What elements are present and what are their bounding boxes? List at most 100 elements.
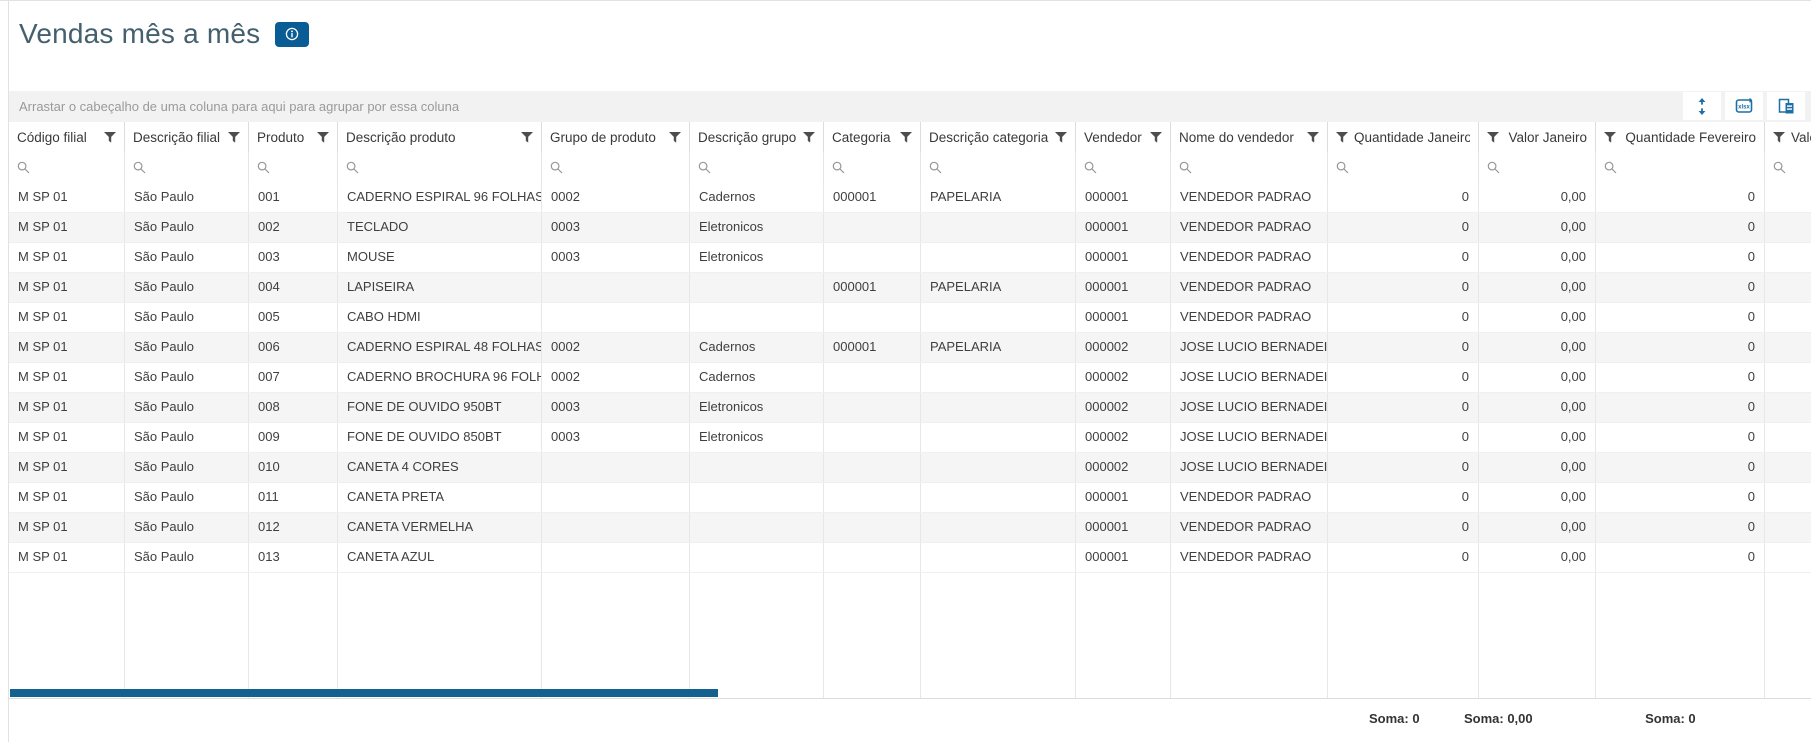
filter-cell bbox=[542, 152, 690, 183]
table-cell: 0,00 bbox=[1479, 273, 1596, 302]
column-header[interactable]: Código filial bbox=[9, 122, 125, 152]
filter-icon[interactable] bbox=[669, 131, 681, 143]
table-cell: 000002 bbox=[1076, 333, 1171, 362]
export-excel-button[interactable]: xlsx bbox=[1725, 92, 1763, 120]
table-cell: 0 bbox=[1328, 333, 1479, 362]
table-cell: 000001 bbox=[1076, 483, 1171, 512]
filter-input[interactable] bbox=[1505, 159, 1587, 176]
table-cell: Cadernos bbox=[690, 333, 824, 362]
column-header[interactable]: Produto bbox=[249, 122, 338, 152]
group-panel[interactable]: Arrastar o cabeçalho de uma coluna para … bbox=[9, 91, 1811, 122]
table-row: M SP 01 São Paulo 006 CADERNO ESPIRAL 48 FO… bbox=[9, 333, 1811, 363]
filter-icon[interactable] bbox=[1604, 131, 1616, 143]
column-header[interactable]: Valor Fevereiro bbox=[1765, 122, 1811, 152]
table-cell bbox=[1765, 363, 1811, 392]
filter-icon[interactable] bbox=[1150, 131, 1162, 143]
table-cell bbox=[824, 513, 921, 542]
table-cell: PAPELARIA bbox=[921, 273, 1076, 302]
filter-input[interactable] bbox=[1102, 159, 1162, 176]
table-cell: 000002 bbox=[1076, 393, 1171, 422]
column-header[interactable]: Descrição categoria bbox=[921, 122, 1076, 152]
table-cell: 003 bbox=[249, 243, 338, 272]
filter-input[interactable] bbox=[568, 159, 681, 176]
table-cell: M SP 01 bbox=[9, 303, 125, 332]
grid-toolbar: xlsx bbox=[1683, 92, 1805, 120]
table-cell: JOSE LUCIO BERNADEI bbox=[1171, 453, 1328, 482]
filter-icon[interactable] bbox=[521, 131, 533, 143]
table-cell: M SP 01 bbox=[9, 333, 125, 362]
column-header[interactable]: Categoria bbox=[824, 122, 921, 152]
column-header-label: Descrição grupo bbox=[698, 129, 797, 145]
table-cell: 0,00 bbox=[1479, 363, 1596, 392]
search-icon bbox=[929, 161, 942, 174]
table-row: M SP 01 São Paulo 003 MOUSE 0003 Eletronicos 0… bbox=[9, 243, 1811, 273]
table-cell bbox=[921, 423, 1076, 452]
filter-input[interactable] bbox=[364, 159, 533, 176]
table-cell bbox=[824, 483, 921, 512]
table-cell: 0,00 bbox=[1479, 513, 1596, 542]
filter-icon[interactable] bbox=[1055, 131, 1067, 143]
table-cell: 0 bbox=[1596, 453, 1765, 482]
filter-input[interactable] bbox=[1791, 159, 1811, 176]
table-cell: JOSE LUCIO BERNADEI bbox=[1171, 363, 1328, 392]
filter-icon[interactable] bbox=[803, 131, 815, 143]
column-header[interactable]: Descrição grupo bbox=[690, 122, 824, 152]
filter-input[interactable] bbox=[275, 159, 329, 176]
column-header[interactable]: Descrição produto bbox=[338, 122, 542, 152]
summary-cell bbox=[524, 699, 667, 743]
table-cell: 006 bbox=[249, 333, 338, 362]
table-cell: 000001 bbox=[1076, 213, 1171, 242]
filter-input[interactable] bbox=[947, 159, 1067, 176]
filter-cell bbox=[1596, 152, 1765, 183]
page-header: Vendas mês a mês bbox=[19, 18, 310, 50]
table-cell bbox=[824, 243, 921, 272]
filter-input[interactable] bbox=[1622, 159, 1756, 176]
filter-icon[interactable] bbox=[1336, 131, 1348, 143]
column-header[interactable]: Valor Janeiro bbox=[1479, 122, 1596, 152]
filter-icon[interactable] bbox=[317, 131, 329, 143]
filter-input[interactable] bbox=[716, 159, 815, 176]
column-chooser-button[interactable] bbox=[1767, 92, 1805, 120]
table-cell: 013 bbox=[249, 543, 338, 572]
table-cell: 0,00 bbox=[1479, 183, 1596, 212]
column-header-label: Quantidade Fevereiro bbox=[1625, 129, 1756, 145]
table-cell bbox=[690, 513, 824, 542]
filter-cell bbox=[824, 152, 921, 183]
filter-icon[interactable] bbox=[228, 131, 240, 143]
table-cell: 000002 bbox=[1076, 363, 1171, 392]
table-cell bbox=[1765, 303, 1811, 332]
filter-input[interactable] bbox=[1354, 159, 1470, 176]
column-header[interactable]: Quantidade Fevereiro bbox=[1596, 122, 1765, 152]
grid-body: M SP 01 São Paulo 001 CADERNO ESPIRAL 96 FO… bbox=[9, 183, 1811, 573]
search-icon bbox=[1084, 161, 1097, 174]
table-row: M SP 01 São Paulo 007 CADERNO BROCHURA 96 F… bbox=[9, 363, 1811, 393]
table-cell: VENDEDOR PADRAO bbox=[1171, 183, 1328, 212]
empty-cell bbox=[1328, 573, 1479, 698]
table-cell: Eletronicos bbox=[690, 393, 824, 422]
table-cell bbox=[1765, 273, 1811, 302]
table-cell: São Paulo bbox=[125, 273, 249, 302]
filter-input[interactable] bbox=[1197, 159, 1319, 176]
column-header[interactable]: Vendedor bbox=[1076, 122, 1171, 152]
filter-icon[interactable] bbox=[1773, 131, 1785, 143]
filter-input[interactable] bbox=[35, 159, 116, 176]
column-header[interactable]: Nome do vendedor bbox=[1171, 122, 1328, 152]
table-cell bbox=[921, 243, 1076, 272]
expand-columns-button[interactable] bbox=[1683, 92, 1721, 120]
info-button[interactable] bbox=[275, 21, 310, 47]
column-header[interactable]: Grupo de produto bbox=[542, 122, 690, 152]
filter-cell bbox=[1328, 152, 1479, 183]
filter-input[interactable] bbox=[151, 159, 240, 176]
horizontal-scrollbar[interactable] bbox=[10, 689, 718, 697]
filter-icon[interactable] bbox=[1307, 131, 1319, 143]
filter-icon[interactable] bbox=[1487, 131, 1499, 143]
column-header-label: Valor Fevereiro bbox=[1791, 129, 1811, 145]
filter-icon[interactable] bbox=[900, 131, 912, 143]
column-header[interactable]: Descrição filial bbox=[125, 122, 249, 152]
column-header[interactable]: Quantidade Janeiro bbox=[1328, 122, 1479, 152]
table-cell: 0 bbox=[1596, 543, 1765, 572]
filter-input[interactable] bbox=[850, 159, 912, 176]
filter-icon[interactable] bbox=[104, 131, 116, 143]
summary-cell bbox=[1705, 699, 1811, 743]
table-cell: 009 bbox=[249, 423, 338, 452]
